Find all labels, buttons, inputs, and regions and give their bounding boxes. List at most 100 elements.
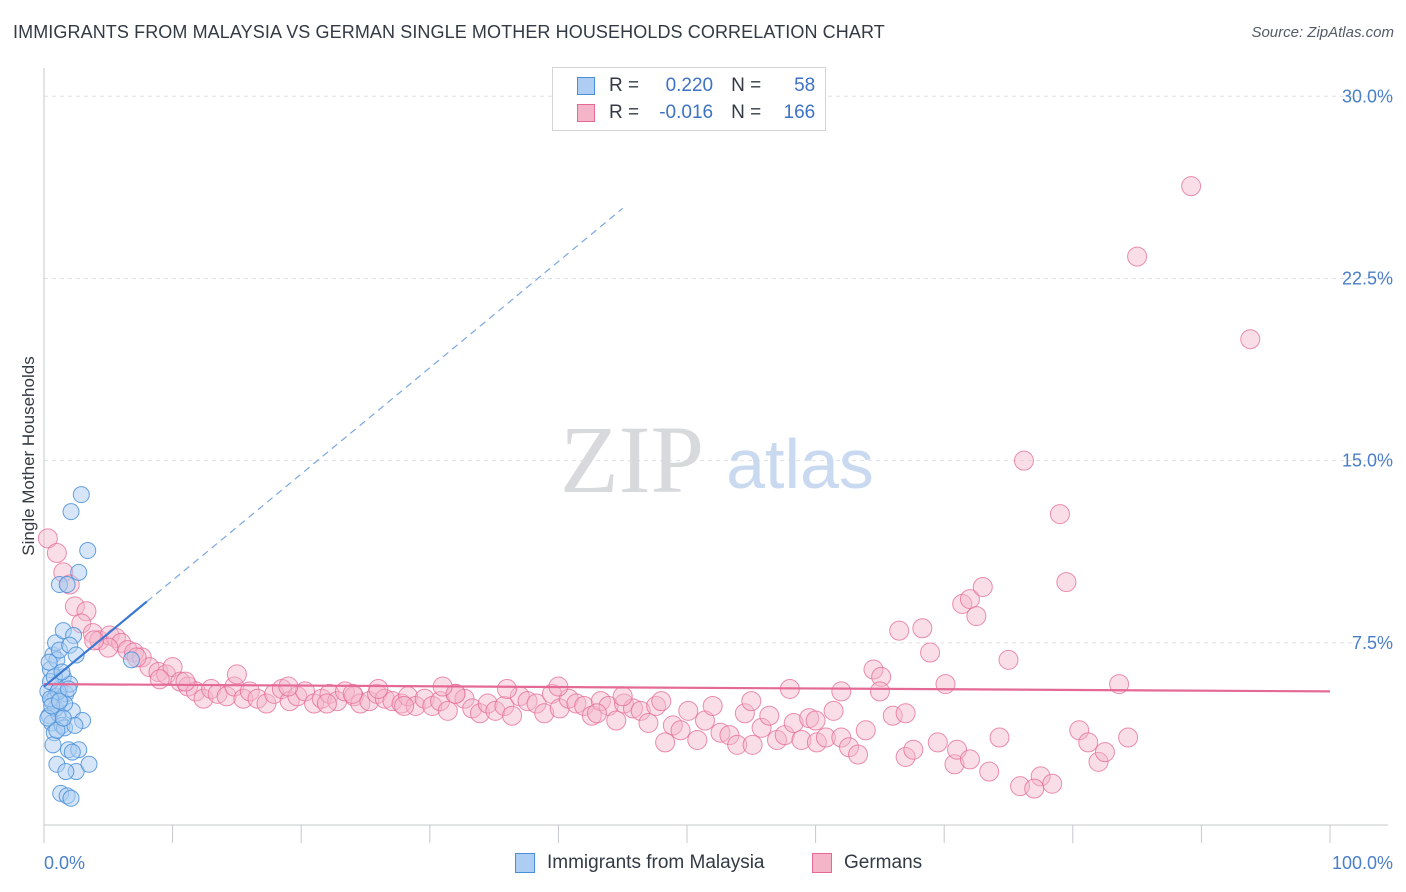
data-point-germans [247,688,268,709]
legend-n-label: N = [731,75,762,96]
y-axis-label: Single Mother Households [19,356,38,555]
y-tick-labels: 7.5% 15.0% 22.5% 30.0% [1342,86,1393,653]
data-point-germans [869,681,890,702]
data-point-germans [613,693,634,714]
legend-label-malaysia: Immigrants from Malaysia [547,852,765,873]
watermark-atlas: atlas [726,425,874,503]
data-point-germans [612,686,633,707]
data-point-germans [606,710,627,731]
data-point-germans [1030,766,1051,787]
data-point-germans [935,674,956,695]
data-point-germans [871,666,892,687]
legend-n-value: 58 [794,75,816,96]
data-point-germans [1094,742,1115,763]
data-point-germans [687,729,708,750]
data-point-germans [989,727,1010,748]
watermark: ZIP atlas [560,406,874,513]
source-label: Source: ZipAtlas.com [1251,24,1394,41]
trend-line-malaysia-extension [146,207,624,602]
y-tick-label: 7.5% [1352,633,1393,653]
data-point-germans [651,691,672,712]
y-tick-label: 22.5% [1342,268,1393,288]
data-point-germans [791,729,812,750]
legend-item-germans[interactable]: Germans [812,852,922,874]
x-tick-label: 0.0% [44,853,85,873]
legend-swatch-pink [577,104,595,122]
data-point-germans [1049,504,1070,525]
data-point-germans [319,683,340,704]
data-point-germans [895,746,916,767]
trend-lines [43,207,1331,693]
data-point-germans [437,700,458,721]
data-point-germans [912,618,933,639]
data-point-germans [855,720,876,741]
x-tick-labels: 0.0% 100.0% [44,853,1393,873]
data-point-germans [485,700,506,721]
data-point-germans [175,671,196,692]
data-point-germans [920,642,941,663]
data-point-germans [882,705,903,726]
data-point-germans [979,761,1000,782]
data-point-germans [534,703,555,724]
data-point-malaysia [62,503,80,521]
legend-swatch-blue [577,77,595,95]
watermark-zip: ZIP [560,406,704,513]
legend-r-value: -0.016 [659,102,714,123]
data-point-malaysia [79,542,97,560]
data-point-germans [1088,751,1109,772]
data-point-malaysia [70,563,88,581]
germans-points [37,176,1261,799]
data-point-germans [581,705,602,726]
data-point-germans [734,703,755,724]
data-point-malaysia [44,736,62,754]
x-tick-label: 100.0% [1332,853,1393,873]
legend-n-label: N = [731,102,762,123]
data-point-germans [823,700,844,721]
legend-label-germans: Germans [844,852,923,873]
axes [43,68,1388,843]
data-point-germans [783,712,804,733]
data-point-germans [972,576,993,597]
legend-r-value: 0.220 [665,75,714,96]
data-point-germans [1013,450,1034,471]
data-point-malaysia [67,646,85,664]
legend-row-germans: R = -0.016 N = 166 [577,101,815,125]
data-point-germans [76,601,97,622]
legend-swatch-pink [812,853,832,873]
data-point-germans [368,678,389,699]
data-point-malaysia [50,692,68,710]
trend-line-germans [43,683,1331,693]
legend-row-malaysia: R = 0.220 N = 58 [577,74,815,98]
data-point-germans [848,744,869,765]
data-point-germans [239,681,260,702]
data-point-germans [1127,246,1148,267]
malaysia-points [39,486,140,807]
y-tick-label: 15.0% [1342,451,1393,471]
trend-line-malaysia [43,600,148,688]
data-point-germans [1042,773,1063,794]
data-point-germans [741,691,762,712]
data-point-germans [1181,176,1202,197]
y-tick-label: 30.0% [1342,86,1393,106]
data-point-germans [566,693,587,714]
data-point-germans [638,712,659,733]
data-point-germans [226,664,247,685]
data-point-germans [702,695,723,716]
data-point-germans [863,659,884,680]
data-point-germans [316,693,337,714]
data-point-germans [655,732,676,753]
data-point-germans [903,739,924,760]
data-point-malaysia [63,743,81,761]
data-point-malaysia [122,651,140,669]
data-point-germans [586,703,607,724]
data-point-germans [742,734,763,755]
data-point-germans [831,681,852,702]
data-point-germans [889,620,910,641]
legend-swatch-blue [515,853,535,873]
data-point-malaysia [54,709,72,727]
legend-item-malaysia[interactable]: Immigrants from Malaysia [515,852,765,874]
data-point-germans [959,749,980,770]
data-point-germans [1056,572,1077,593]
data-point-germans [46,542,67,563]
